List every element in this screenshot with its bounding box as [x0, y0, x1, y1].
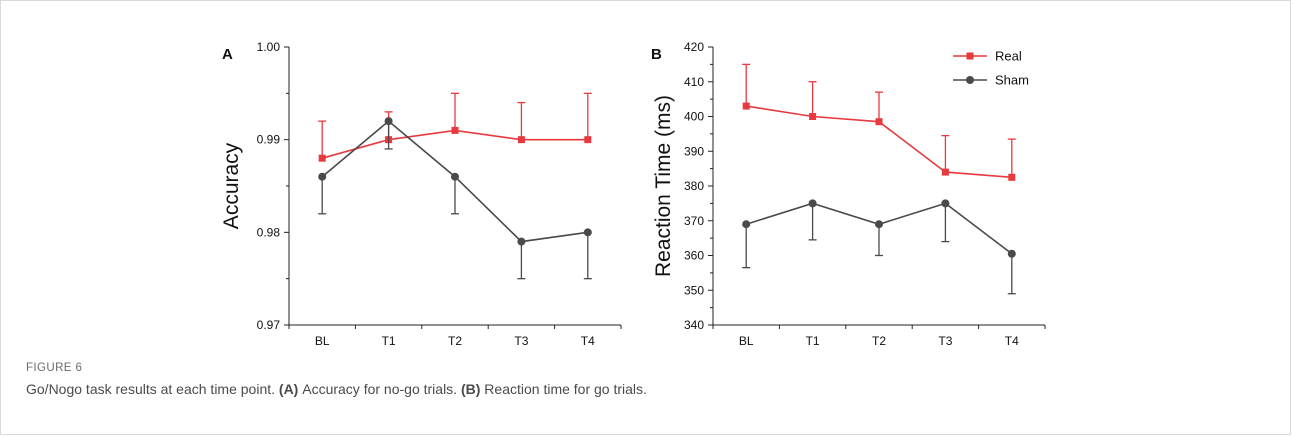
data-point — [808, 199, 817, 208]
caption-b-tag: (B) — [460, 381, 485, 397]
data-point — [941, 199, 950, 208]
data-point — [451, 172, 459, 181]
panel-b: 340 350 360 370 380 390 400 410 420 BL T1 T2 T3 T4 Rea… — [651, 40, 1046, 348]
data-point — [517, 136, 525, 144]
x-tick-label: BL — [315, 334, 330, 348]
x-tick-label: T2 — [872, 334, 886, 348]
caption-b-text: Reaction time for go trials. — [484, 381, 647, 397]
y-tick-label: 340 — [684, 318, 704, 332]
x-tick-label: T1 — [806, 334, 820, 348]
y-axis-label: Reaction Time (ms) — [652, 95, 675, 277]
y-tick-label: 350 — [684, 283, 704, 297]
data-point — [742, 220, 751, 229]
y-tick-label: 0.97 — [257, 318, 281, 332]
panel-letter: A — [222, 46, 233, 63]
panel-a: 0.97 0.98 0.99 1.00 BL T1 T2 T3 T4 Accuracy A — [220, 40, 622, 348]
x-tick-label: T3 — [938, 334, 952, 348]
data-point — [809, 113, 817, 120]
y-tick-label: 360 — [684, 249, 704, 263]
y-tick-label: 380 — [684, 179, 704, 193]
y-tick-label: 410 — [684, 75, 704, 89]
legend-marker — [966, 76, 974, 84]
y-axis-label: Accuracy — [220, 142, 243, 229]
legend-label: Real — [995, 49, 1022, 64]
data-point — [384, 117, 393, 126]
data-point — [451, 126, 459, 134]
y-tick-label: 390 — [684, 144, 704, 158]
panel-letter: B — [651, 46, 662, 63]
data-point — [584, 136, 592, 144]
caption-main: Go/Nogo task results at each time point. — [26, 381, 279, 397]
y-tick-label: 0.99 — [257, 133, 281, 147]
data-point — [875, 118, 883, 126]
figure-label: FIGURE 6 — [26, 362, 83, 374]
y-tick-label: 1.00 — [257, 40, 281, 54]
legend-marker — [966, 52, 974, 60]
data-point — [1007, 249, 1016, 258]
data-point — [1008, 173, 1016, 181]
x-tick-label: BL — [739, 334, 754, 348]
data-point — [583, 228, 592, 237]
x-tick-label: T4 — [1005, 334, 1019, 348]
x-tick-label: T2 — [448, 334, 462, 348]
y-tick-label: 0.98 — [257, 225, 281, 239]
x-tick-label: T1 — [382, 334, 396, 348]
caption-a-tag: (A) — [278, 381, 303, 397]
data-point — [517, 237, 526, 246]
y-tick-label: 420 — [684, 40, 704, 54]
y-tick-label: 370 — [684, 214, 704, 228]
data-point — [941, 168, 949, 176]
x-tick-label: T4 — [581, 334, 595, 348]
data-point — [318, 172, 327, 181]
data-point — [875, 220, 883, 229]
y-tick-label: 400 — [684, 110, 704, 124]
x-tick-label: T3 — [514, 334, 528, 348]
figure-caption: Go/Nogo task results at each time point.… — [26, 381, 647, 397]
legend-label: Sham — [995, 73, 1029, 88]
data-point — [318, 154, 326, 162]
caption-a-text: Accuracy for no-go trials. — [302, 381, 461, 397]
data-point — [742, 102, 750, 110]
